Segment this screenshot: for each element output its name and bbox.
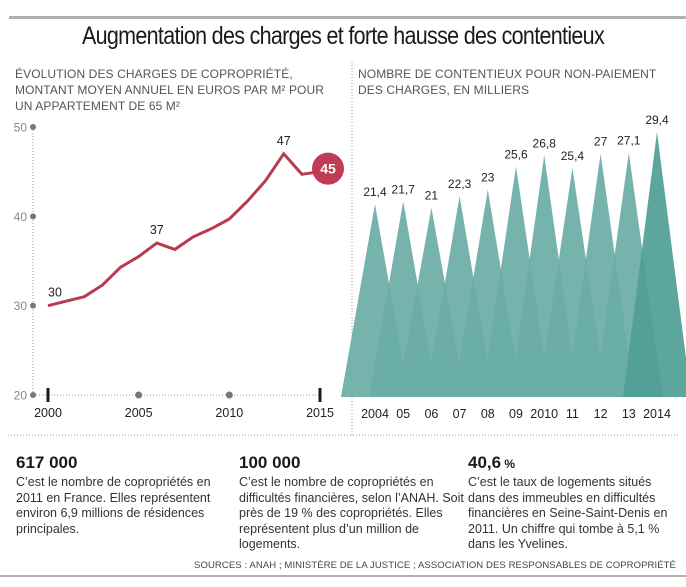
line-chart-subtitle-line: ÉVOLUTION DES CHARGES DE COPROPRIÉTÉ, xyxy=(15,67,293,81)
bottom-rule xyxy=(0,575,686,577)
highlight-label: 45 xyxy=(320,161,336,177)
top-rule xyxy=(9,16,686,19)
x-tick-label: 2000 xyxy=(34,406,62,420)
y-tick-label: 20 xyxy=(14,389,28,403)
bar-value-label: 29,4 xyxy=(645,113,669,127)
bar-category-label: 11 xyxy=(566,407,579,421)
bar-value-label: 21,4 xyxy=(363,185,387,199)
stat-description: C’est le nombre de copropriétés en 2011 … xyxy=(16,475,211,536)
data-label: 47 xyxy=(277,134,291,148)
x-tick-label: 2005 xyxy=(125,406,153,420)
bar-chart-subtitle-line: DES CHARGES, EN MILLIERS xyxy=(358,83,530,97)
stat-block: 40,6 % C’est le taux de logements situés… xyxy=(468,453,680,553)
y-tick-label: 40 xyxy=(14,210,28,224)
bar-value-label: 27,1 xyxy=(617,134,641,148)
bar-chart-subtitle: NOMBRE DE CONTENTIEUX POUR NON-PAIEMENT … xyxy=(358,66,678,98)
bar-value-label: 25,6 xyxy=(504,147,528,161)
bar-chart-subtitle-line: NOMBRE DE CONTENTIEUX POUR NON-PAIEMENT xyxy=(358,67,657,81)
stat-value: 100 000 xyxy=(239,453,301,472)
bar-category-label: 2014 xyxy=(643,407,671,421)
stat-description: C’est le taux de logements situés dans d… xyxy=(468,475,668,551)
y-tick-dot xyxy=(30,213,36,220)
bar-value-label: 26,8 xyxy=(533,136,557,150)
x-tick-mark xyxy=(318,388,322,402)
y-tick-label: 50 xyxy=(14,121,28,135)
data-label: 37 xyxy=(150,223,164,237)
stat-block: 617 000 C’est le nombre de copropriétés … xyxy=(16,453,236,537)
charges-line xyxy=(47,151,321,308)
bar-value-label: 21,7 xyxy=(392,182,416,196)
bar-category-label: 06 xyxy=(424,407,438,421)
x-tick-dot xyxy=(225,391,233,399)
line-chart-subtitle: ÉVOLUTION DES CHARGES DE COPROPRIÉTÉ, MO… xyxy=(15,66,335,114)
bar-category-label: 13 xyxy=(622,407,636,421)
stat-description: C’est le nombre de copropriétés en diffi… xyxy=(239,475,464,551)
highlight-circle xyxy=(312,152,344,185)
x-tick-mark xyxy=(46,388,50,402)
y-tick-dot xyxy=(30,392,36,398)
bar-category-label: 05 xyxy=(396,407,410,421)
bar-category-label: 07 xyxy=(453,407,467,421)
stat-value: 40,6 % xyxy=(468,453,516,472)
x-tick-label: 2010 xyxy=(215,406,243,420)
bar-value-label: 25,4 xyxy=(561,149,585,163)
bar-category-label: 09 xyxy=(509,407,523,421)
bar-category-label: 2010 xyxy=(530,407,558,421)
y-tick-dot xyxy=(30,302,36,309)
bar-value-label: 22,3 xyxy=(448,177,472,191)
x-tick-dot xyxy=(135,391,143,399)
bar-value-label: 23 xyxy=(481,171,495,185)
y-tick-dot xyxy=(30,124,36,130)
source-note: SOURCES : ANAH ; MINISTÈRE DE LA JUSTICE… xyxy=(194,560,676,571)
bar-value-label: 27 xyxy=(594,135,608,149)
data-label: 30 xyxy=(48,286,62,300)
line-chart-subtitle-line: MONTANT MOYEN ANNUEL EN EUROS PAR M² POU… xyxy=(15,83,325,97)
bar-category-label: 08 xyxy=(481,407,495,421)
bar-category-label: 12 xyxy=(594,407,608,421)
stat-block: 100 000 C’est le nombre de copropriétés … xyxy=(239,453,467,553)
x-tick-label: 2015 xyxy=(306,406,334,420)
y-tick-label: 30 xyxy=(14,299,28,313)
bar-category-label: 2004 xyxy=(361,407,389,421)
stat-value: 617 000 xyxy=(16,453,78,472)
bar-triangle xyxy=(623,132,686,397)
page-title: Augmentation des charges et forte hausse… xyxy=(81,22,605,50)
line-chart-subtitle-line: UN APPARTEMENT DE 65 M² xyxy=(15,99,181,113)
bar-value-label: 21 xyxy=(425,189,439,203)
